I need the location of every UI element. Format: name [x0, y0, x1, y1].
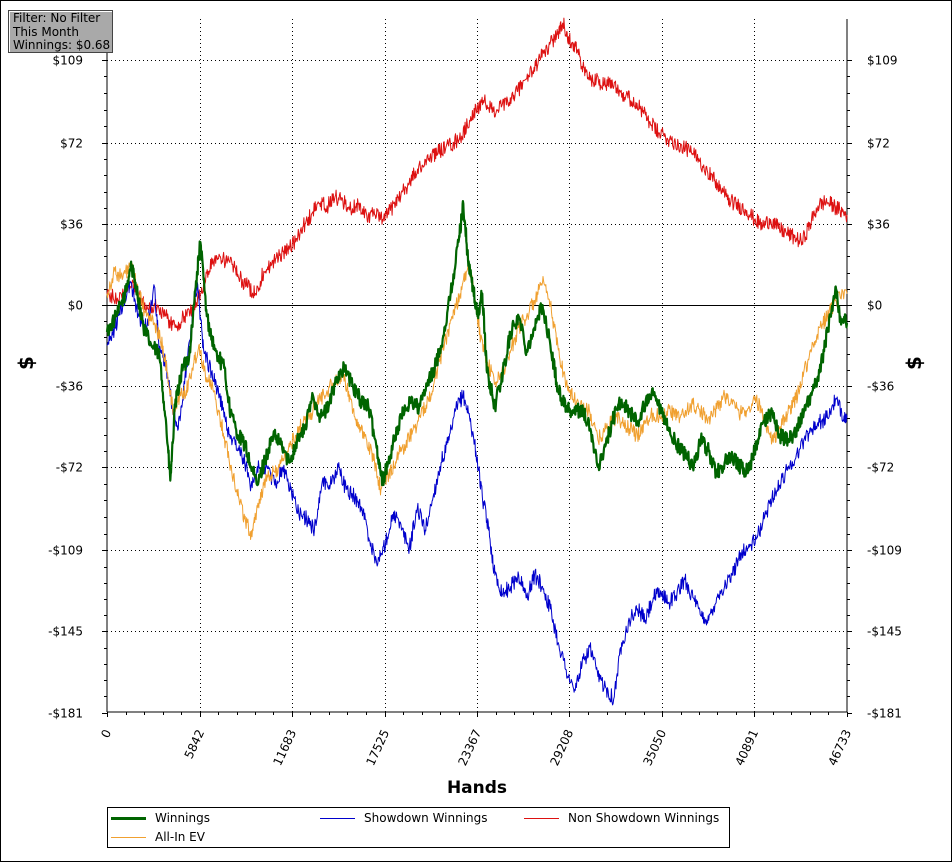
x-tick-label: 35050 — [640, 727, 669, 768]
y-tick-label-left: -$109 — [48, 544, 83, 558]
y-tick-label-left: -$145 — [48, 625, 83, 639]
x-axis-title: Hands — [447, 778, 507, 798]
x-tick-label: 40891 — [732, 727, 761, 768]
legend-item-non-showdown: Non Showdown Winnings — [524, 810, 719, 826]
legend-label-all-in-ev: All-In EV — [155, 830, 205, 844]
series-non-showdown-line — [106, 17, 848, 332]
y-tick-label-right: $36 — [867, 218, 890, 232]
x-tick-label: 0 — [98, 727, 114, 740]
y-tick-label-right: -$145 — [867, 625, 902, 639]
x-tick-label: 46733 — [825, 727, 854, 768]
y-tick-label-left: $0 — [68, 299, 83, 313]
series-winnings-line — [105, 200, 849, 487]
y-tick-label-left: $109 — [52, 54, 83, 68]
y-tick-label-right: -$72 — [867, 461, 894, 475]
y-tick-label-right: $72 — [867, 137, 890, 151]
x-tick-label: 17525 — [363, 727, 392, 768]
legend-swatch-all-in-ev — [111, 836, 146, 838]
series-layer — [105, 17, 849, 706]
legend-label-showdown: Showdown Winnings — [364, 811, 488, 825]
legend-swatch-non-showdown — [524, 817, 559, 819]
legend-item-winnings: Winnings — [111, 810, 210, 826]
x-tick-label: 29208 — [547, 727, 576, 768]
period-label: This Month — [13, 24, 79, 39]
legend-label-winnings: Winnings — [155, 811, 210, 825]
x-tick-label: 5842 — [182, 727, 208, 761]
legend-label-non-showdown: Non Showdown Winnings — [568, 811, 720, 825]
y-tick-label-left: $72 — [60, 137, 83, 151]
grid-layer — [107, 19, 847, 712]
y-axis-title-right: $ — [902, 356, 926, 370]
y-tick-label-left: -$72 — [56, 461, 83, 475]
y-tick-label-right: $109 — [867, 54, 898, 68]
y-tick-label-right: -$181 — [867, 707, 902, 721]
filter-label: Filter: No Filter — [13, 11, 101, 25]
legend-item-all-in-ev: All-In EV — [111, 829, 205, 845]
x-tick-label: 11683 — [270, 727, 299, 768]
y-tick-label-right: -$109 — [867, 544, 902, 558]
y-tick-label-left: -$36 — [56, 380, 83, 394]
x-tick-label: 23367 — [455, 727, 484, 768]
legend-swatch-winnings — [111, 816, 146, 820]
y-tick-label-left: $36 — [60, 218, 83, 232]
y-tick-label-right: -$36 — [867, 380, 894, 394]
legend-item-showdown: Showdown Winnings — [320, 810, 488, 826]
y-axis-title-left: $ — [14, 356, 38, 370]
series-showdown-line — [106, 280, 848, 706]
legend-swatch-showdown — [320, 817, 355, 819]
y-tick-label-left: -$181 — [48, 707, 83, 721]
winnings-summary: Winnings: $0.68 — [13, 38, 111, 52]
chart-legend: Winnings All-In EV Showdown Winnings Non… — [107, 807, 730, 848]
filter-info-box: Filter: No Filter This Month Winnings: $… — [8, 10, 113, 53]
y-tick-label-right: $0 — [867, 299, 882, 313]
